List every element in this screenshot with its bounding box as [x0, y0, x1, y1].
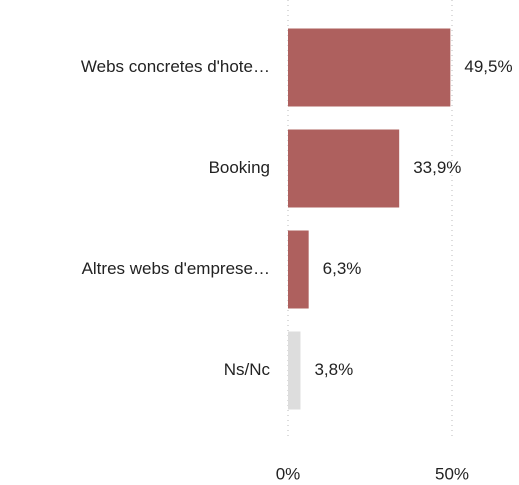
category-label: Altres webs d'emprese…	[82, 259, 270, 278]
category-label: Webs concretes d'hote…	[81, 57, 270, 76]
value-label: 49,5%	[464, 57, 512, 76]
x-tick-label: 50%	[435, 464, 469, 483]
value-label: 6,3%	[323, 259, 362, 278]
bar	[288, 129, 400, 208]
category-label: Booking	[209, 158, 270, 177]
value-label: 33,9%	[413, 158, 461, 177]
category-label: Ns/Nc	[224, 360, 271, 379]
x-tick-label: 0%	[276, 464, 301, 483]
bar	[288, 230, 309, 309]
bar	[288, 331, 301, 410]
bar	[288, 28, 451, 107]
value-label: 3,8%	[314, 360, 353, 379]
